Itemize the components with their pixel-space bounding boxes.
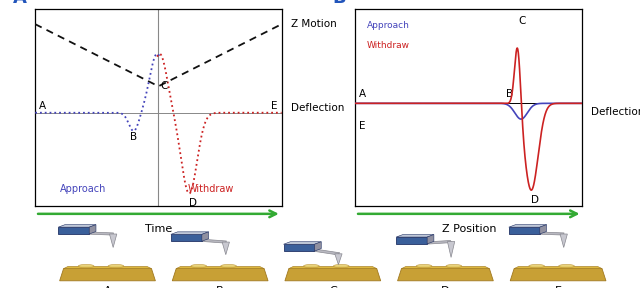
- Polygon shape: [560, 234, 568, 247]
- Ellipse shape: [559, 264, 575, 268]
- Polygon shape: [171, 232, 209, 234]
- Polygon shape: [289, 266, 377, 268]
- FancyBboxPatch shape: [58, 227, 89, 234]
- Polygon shape: [401, 266, 490, 268]
- Polygon shape: [540, 225, 547, 234]
- Text: B: B: [216, 286, 224, 288]
- Polygon shape: [89, 225, 96, 234]
- Polygon shape: [314, 249, 340, 255]
- Polygon shape: [202, 232, 209, 241]
- Text: E: E: [271, 101, 277, 111]
- Text: B: B: [333, 0, 346, 7]
- FancyBboxPatch shape: [509, 227, 540, 234]
- Text: C: C: [161, 82, 168, 91]
- Text: E: E: [555, 286, 561, 288]
- Ellipse shape: [191, 264, 207, 268]
- Text: B: B: [506, 89, 513, 99]
- Polygon shape: [335, 254, 342, 265]
- Polygon shape: [396, 234, 434, 237]
- Ellipse shape: [108, 264, 124, 268]
- Polygon shape: [60, 268, 156, 281]
- Polygon shape: [58, 225, 96, 227]
- Polygon shape: [285, 268, 381, 281]
- Text: Deflection: Deflection: [591, 107, 640, 117]
- Polygon shape: [284, 242, 321, 244]
- Polygon shape: [202, 239, 227, 243]
- Ellipse shape: [529, 264, 545, 268]
- Text: D: D: [441, 286, 450, 288]
- Polygon shape: [89, 232, 113, 235]
- Ellipse shape: [446, 264, 462, 268]
- Polygon shape: [109, 234, 117, 247]
- Polygon shape: [540, 232, 564, 235]
- Text: Approach: Approach: [367, 21, 410, 30]
- Polygon shape: [63, 266, 152, 268]
- Text: A: A: [358, 89, 365, 99]
- FancyBboxPatch shape: [284, 244, 314, 251]
- Polygon shape: [509, 225, 547, 227]
- Text: C: C: [329, 286, 337, 288]
- Text: A: A: [13, 0, 27, 7]
- Text: Withdraw: Withdraw: [367, 41, 410, 50]
- Text: Z Motion: Z Motion: [291, 20, 337, 29]
- Text: D: D: [531, 195, 540, 205]
- Ellipse shape: [416, 264, 432, 268]
- Ellipse shape: [333, 264, 349, 268]
- Ellipse shape: [221, 264, 237, 268]
- Ellipse shape: [78, 264, 94, 268]
- Text: A: A: [39, 101, 46, 111]
- Text: B: B: [130, 132, 137, 142]
- Polygon shape: [427, 234, 434, 244]
- Text: Approach: Approach: [60, 184, 106, 194]
- Text: Deflection: Deflection: [291, 103, 344, 113]
- Text: Withdraw: Withdraw: [188, 184, 234, 194]
- FancyBboxPatch shape: [171, 234, 202, 241]
- Polygon shape: [314, 242, 321, 251]
- Text: C: C: [518, 16, 525, 26]
- Ellipse shape: [303, 264, 319, 268]
- Polygon shape: [172, 268, 268, 281]
- Text: D: D: [189, 198, 197, 208]
- Polygon shape: [176, 266, 264, 268]
- Polygon shape: [397, 268, 493, 281]
- Text: Time: Time: [145, 224, 172, 234]
- Polygon shape: [447, 242, 455, 257]
- Polygon shape: [427, 240, 452, 244]
- Polygon shape: [222, 242, 230, 255]
- Polygon shape: [514, 266, 602, 268]
- Text: E: E: [358, 121, 365, 130]
- Polygon shape: [510, 268, 606, 281]
- Text: A: A: [104, 286, 111, 288]
- FancyBboxPatch shape: [396, 237, 427, 244]
- Text: Z Position: Z Position: [442, 224, 496, 234]
